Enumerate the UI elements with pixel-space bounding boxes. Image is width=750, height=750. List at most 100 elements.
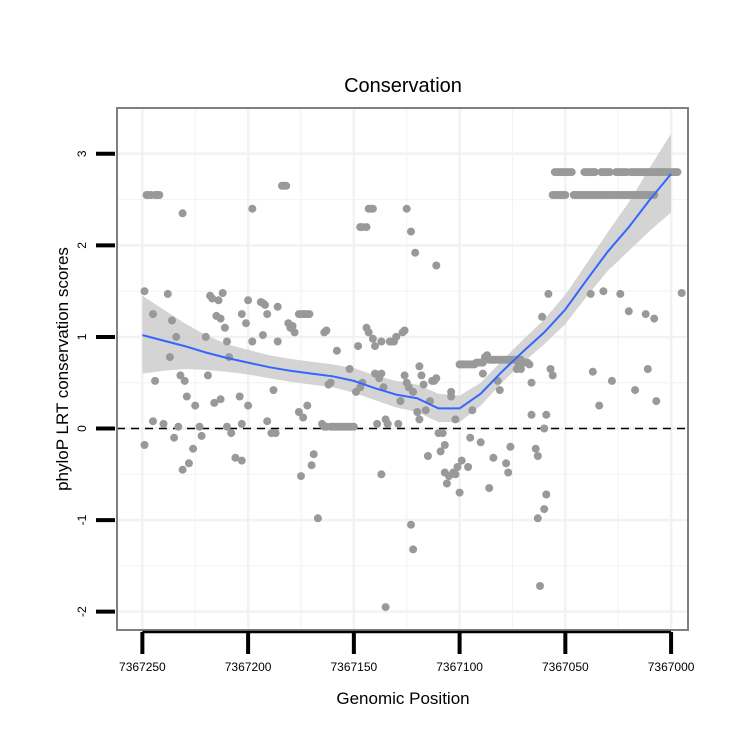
y-axis-label: phyloP LRT conservation scores	[53, 247, 72, 491]
data-point	[176, 371, 185, 380]
data-point	[349, 422, 358, 431]
data-point	[191, 401, 200, 410]
data-point	[673, 168, 682, 177]
data-point	[220, 323, 229, 332]
data-point	[248, 337, 257, 346]
data-point	[377, 470, 386, 479]
data-point	[362, 223, 371, 232]
data-point	[561, 191, 570, 199]
data-point	[631, 386, 640, 395]
data-point	[542, 410, 551, 419]
data-point	[586, 289, 595, 298]
data-point	[178, 209, 187, 218]
data-point	[383, 419, 392, 428]
data-point	[489, 453, 498, 462]
data-point	[409, 387, 418, 396]
data-point	[368, 334, 377, 343]
data-point	[415, 415, 424, 424]
chart-title: Conservation	[344, 75, 462, 97]
data-point	[616, 289, 625, 298]
data-point	[303, 401, 312, 410]
data-point	[436, 447, 445, 456]
data-point	[322, 326, 331, 335]
data-point	[455, 488, 464, 497]
data-point	[381, 603, 390, 612]
data-point	[195, 422, 204, 431]
data-point	[305, 310, 314, 319]
data-point	[652, 397, 661, 406]
data-point	[599, 287, 608, 296]
data-point	[371, 342, 379, 351]
data-point	[261, 300, 269, 309]
data-point	[392, 332, 401, 341]
data-point	[411, 248, 420, 257]
data-point	[168, 316, 176, 325]
data-point	[407, 227, 415, 236]
data-point	[178, 465, 187, 474]
data-point	[548, 371, 557, 380]
data-point	[546, 365, 555, 373]
data-point	[506, 442, 515, 451]
data-point	[377, 337, 386, 346]
data-point	[201, 332, 210, 341]
data-point	[294, 408, 303, 416]
data-point	[258, 331, 267, 340]
data-point	[595, 401, 604, 410]
data-point	[413, 408, 422, 416]
data-point	[273, 337, 282, 346]
y-tick-label: -1	[75, 514, 89, 525]
data-point	[324, 380, 333, 389]
data-point	[332, 346, 341, 355]
data-point	[140, 287, 149, 296]
data-point	[206, 291, 215, 300]
data-point	[237, 310, 246, 319]
smooth-trend-line	[142, 173, 672, 410]
data-point	[271, 429, 280, 438]
x-axis-label: Genomic Position	[336, 689, 469, 708]
x-tick-label: 7367050	[542, 660, 589, 674]
data-point	[502, 459, 511, 468]
data-point	[151, 376, 160, 385]
data-point	[457, 456, 466, 465]
data-point	[447, 392, 456, 401]
data-point	[466, 433, 475, 442]
y-tick-label: -2	[75, 606, 89, 617]
data-point	[313, 514, 322, 523]
grid-lines	[117, 108, 688, 630]
data-point	[377, 369, 386, 378]
data-point	[590, 168, 599, 177]
y-tick-label: 3	[75, 150, 89, 157]
y-tick-label: 2	[75, 242, 89, 249]
data-point	[476, 438, 485, 447]
data-point	[155, 191, 164, 199]
data-point	[182, 392, 191, 401]
data-point	[464, 463, 473, 471]
data-point	[451, 415, 460, 424]
data-point	[263, 417, 272, 426]
data-point	[345, 365, 354, 373]
data-point	[419, 380, 428, 389]
data-point	[531, 444, 540, 453]
data-point	[423, 452, 432, 460]
data-point	[197, 431, 206, 440]
data-point	[364, 328, 373, 337]
data-point	[421, 406, 430, 415]
data-point	[218, 289, 227, 297]
data-point	[485, 484, 494, 493]
data-point	[641, 310, 650, 319]
data-point	[203, 371, 212, 380]
data-point	[159, 419, 168, 428]
data-point	[542, 490, 551, 499]
y-axis-ticks: -2 -1 0 1 2 3	[75, 150, 115, 617]
data-point	[643, 365, 652, 373]
data-point	[149, 310, 157, 319]
plot-frame	[116, 107, 689, 631]
data-point	[235, 392, 244, 401]
data-point	[214, 296, 223, 305]
data-point	[242, 319, 250, 328]
y-tick-label: 1	[75, 333, 89, 340]
data-point	[607, 376, 616, 385]
data-point	[299, 413, 308, 422]
data-point	[588, 367, 597, 376]
data-point	[212, 311, 221, 320]
